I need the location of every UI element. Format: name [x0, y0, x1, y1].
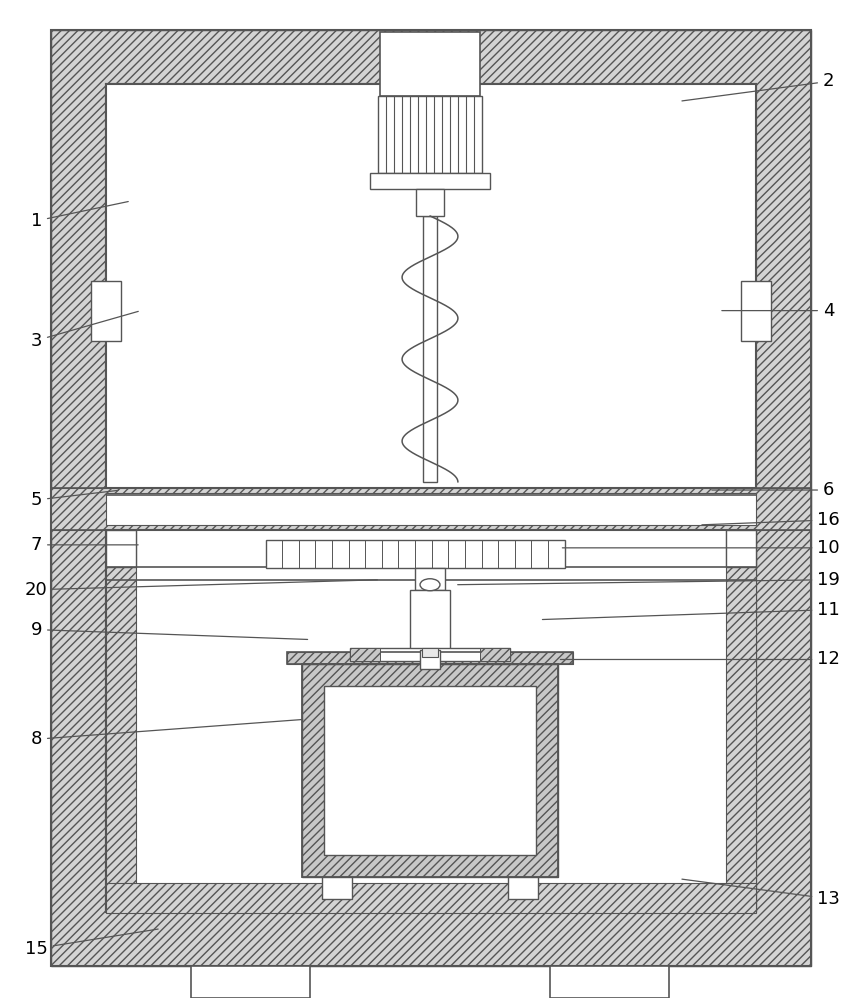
Bar [325, 686, 536, 855]
Bar [726, 530, 756, 567]
Text: 9: 9 [30, 621, 307, 639]
Bar [106, 84, 756, 488]
Bar [106, 530, 756, 911]
Bar [51, 30, 811, 966]
Ellipse shape [420, 579, 440, 591]
Bar [51, 488, 811, 530]
Text: 16: 16 [702, 511, 840, 529]
Bar [302, 664, 558, 877]
Text: 20: 20 [25, 580, 377, 599]
Bar [106, 530, 136, 911]
Bar [91, 281, 121, 341]
Bar [106, 84, 756, 912]
Text: 6: 6 [712, 481, 834, 499]
Bar [350, 648, 381, 661]
Bar [410, 590, 450, 650]
Bar [106, 493, 756, 525]
Text: 11: 11 [542, 601, 840, 620]
Bar [508, 877, 537, 899]
Text: 15: 15 [25, 929, 158, 958]
Bar [51, 488, 811, 530]
Bar [288, 652, 573, 664]
Bar [423, 216, 437, 482]
Bar [322, 877, 352, 899]
Text: 4: 4 [722, 302, 834, 320]
Text: 19: 19 [458, 571, 840, 589]
Bar [741, 281, 771, 341]
Bar [370, 173, 490, 189]
Bar [265, 540, 565, 568]
Bar [381, 32, 480, 96]
Text: 8: 8 [31, 719, 302, 748]
Text: 10: 10 [562, 539, 840, 557]
Bar [420, 650, 440, 669]
Bar [480, 648, 510, 661]
Bar [302, 664, 558, 877]
Bar [726, 530, 756, 911]
Text: 5: 5 [30, 490, 118, 509]
Bar [416, 189, 444, 216]
Bar [422, 648, 438, 657]
Bar [288, 652, 573, 664]
Bar [106, 530, 136, 567]
Bar [549, 966, 669, 998]
Bar [191, 966, 310, 998]
Text: 3: 3 [30, 311, 139, 350]
Text: 2: 2 [682, 72, 834, 101]
Bar [106, 883, 756, 913]
Bar [51, 30, 811, 966]
Bar [350, 648, 510, 661]
Text: 7: 7 [30, 536, 138, 554]
Text: 12: 12 [561, 650, 840, 668]
Text: 13: 13 [682, 879, 840, 908]
Text: 1: 1 [31, 202, 128, 230]
Bar [415, 568, 445, 590]
Bar [378, 96, 482, 173]
